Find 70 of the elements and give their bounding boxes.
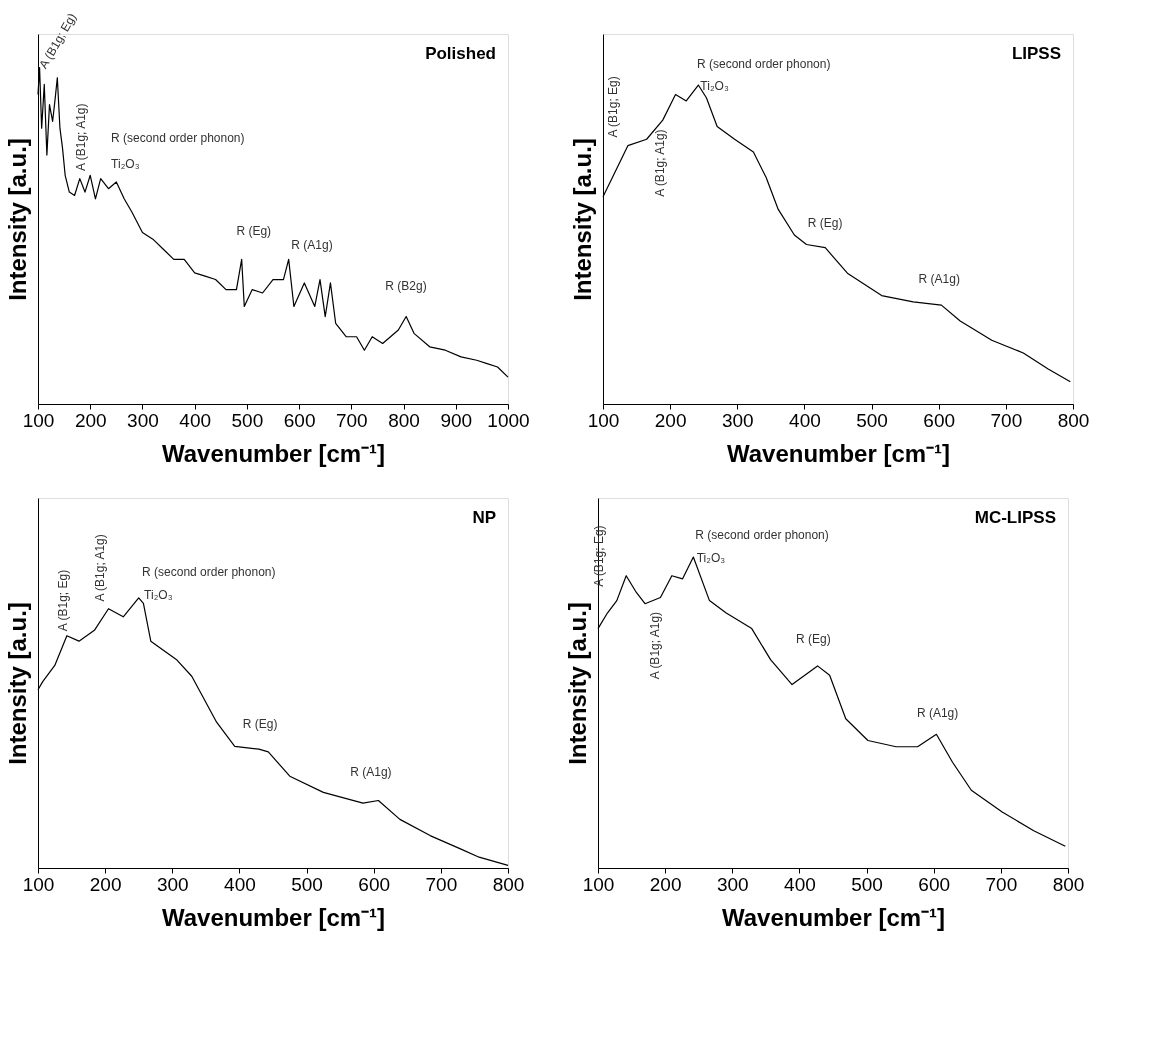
chart-title: NP (472, 508, 496, 527)
x-tick-label: 800 (1057, 409, 1090, 431)
chart-title: MC-LIPSS (974, 508, 1056, 527)
x-tick-label: 100 (582, 873, 615, 895)
x-tick-label: 100 (587, 409, 620, 431)
x-tick-label: 600 (923, 409, 956, 431)
x-tick-label: 200 (654, 409, 687, 431)
annotation: A (B1g; A1g) (93, 534, 108, 602)
annotation: A (B1g; Eg) (605, 76, 620, 138)
x-tick-label: 200 (649, 873, 682, 895)
annotation: R (Eg) (242, 717, 278, 732)
y-axis-title: Intensity [a.u.] (3, 138, 31, 301)
annotation: R (Eg) (807, 216, 843, 231)
x-tick-label: 100 (22, 409, 55, 431)
annotation: R (B2g) (385, 279, 427, 293)
x-tick-label: 900 (440, 409, 473, 431)
x-tick-label: 800 (388, 409, 420, 431)
y-axis-title: Intensity [a.u.] (3, 602, 31, 765)
x-tick-label: 700 (425, 873, 458, 895)
x-tick-label: 500 (851, 873, 883, 895)
x-tick-label: 1000 (487, 409, 530, 431)
annotation: A (B1g; A1g) (73, 103, 88, 171)
x-tick-label: 600 (358, 873, 391, 895)
x-axis-title: Wavenumber [cm⁻¹] (721, 903, 946, 931)
annotation: A (B1g; Eg) (592, 525, 607, 587)
annotation: R (A1g) (350, 765, 392, 780)
y-axis-title: Intensity [a.u.] (563, 602, 591, 765)
annotation: R (Eg) (236, 223, 272, 238)
annotation: Ti₂O₃ (144, 587, 173, 602)
x-tick-label: 700 (985, 873, 1018, 895)
x-tick-label: 300 (716, 873, 749, 895)
annotation: Ti₂O₃ (696, 550, 726, 565)
annotation: R (A1g) (291, 238, 333, 253)
x-tick-label: 200 (89, 873, 122, 895)
x-tick-label: 500 (856, 409, 888, 431)
x-tick-label: 600 (283, 409, 316, 431)
x-axis-title: Wavenumber [cm⁻¹] (161, 439, 386, 467)
x-tick-label: 700 (335, 409, 368, 431)
x-tick-label: 300 (721, 409, 754, 431)
annotation: Ti₂O₃ (111, 156, 140, 171)
x-tick-label: 400 (789, 409, 821, 431)
text: R (second order phonon) (142, 565, 276, 580)
annotation: R (A1g) (916, 706, 959, 720)
x-tick-label: 300 (156, 873, 189, 895)
x-axis-title: Wavenumber [cm⁻¹] (161, 903, 386, 931)
annotation: A (B1g; Eg) (56, 569, 71, 632)
x-tick-label: 400 (224, 873, 256, 895)
x-tick-label: 700 (990, 409, 1023, 431)
annotation: A (B1g; A1g) (647, 611, 662, 680)
annotation: A (B1g; A1g) (652, 129, 667, 197)
x-tick-label: 400 (179, 409, 212, 431)
x-tick-label: 800 (492, 873, 525, 895)
annotation: R (A1g) (918, 271, 960, 286)
annotation: Ti₂O₃ (700, 79, 729, 94)
x-tick-label: 600 (918, 873, 951, 895)
chart-title: Polished (425, 44, 496, 63)
x-tick-label: 100 (22, 873, 55, 895)
chart-title: LIPSS (1011, 44, 1061, 63)
text: R (second order phonon) (695, 528, 829, 543)
x-tick-label: 400 (784, 873, 816, 895)
x-tick-label: 500 (231, 409, 264, 431)
annotation: R (second order phonon) (111, 131, 245, 145)
x-tick-label: 200 (74, 409, 107, 431)
x-tick-label: 300 (127, 409, 159, 431)
x-tick-label: 500 (291, 873, 323, 895)
text: R (second order phonon) (697, 57, 831, 71)
y-axis-title: Intensity [a.u.] (568, 138, 596, 301)
annotation: R (Eg) (796, 632, 831, 646)
x-axis-title: Wavenumber [cm⁻¹] (726, 439, 951, 467)
x-tick-label: 800 (1052, 873, 1085, 895)
